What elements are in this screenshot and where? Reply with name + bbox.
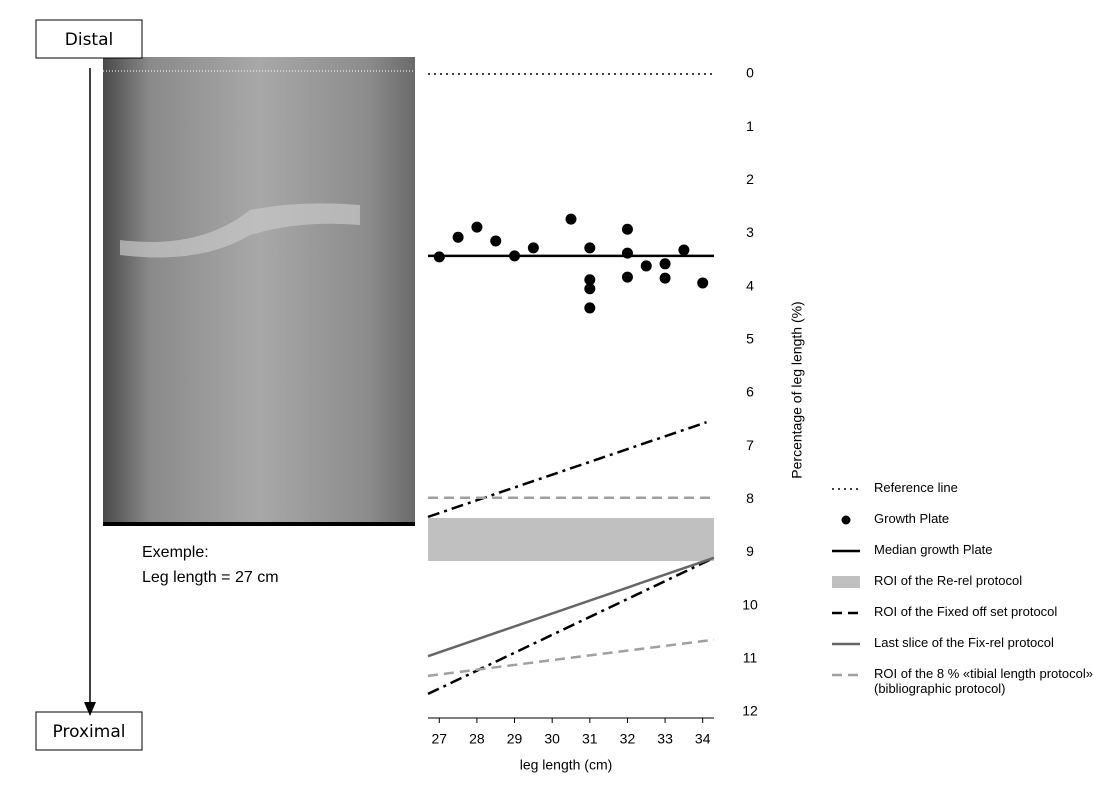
y-tick-label: 8: [746, 490, 754, 506]
proximal-label: Proximal: [53, 722, 126, 742]
growth-plate-point: [622, 248, 633, 259]
example-title: Exemple:: [142, 544, 209, 561]
y-tick-label: 1: [746, 118, 754, 134]
x-tick-label: 28: [469, 731, 485, 747]
legend-item: Growth Plate: [828, 511, 1112, 542]
y-tick-label: 12: [742, 703, 758, 719]
legend-swatch: [828, 482, 864, 496]
x-ray-image: [103, 57, 415, 526]
y-tick-label: 5: [746, 331, 754, 347]
legend-label: ROI of the Re-rel protocol: [874, 573, 1022, 588]
growth-plate-point: [678, 244, 689, 255]
legend-item: ROI of the 8 % «tibial length protocol» …: [828, 666, 1112, 697]
legend-marker: [842, 516, 851, 525]
growth-plate-point: [660, 273, 671, 284]
growth-plate-point: [641, 260, 652, 271]
x-tick-label: 29: [507, 731, 523, 747]
series-line: [428, 558, 714, 656]
x-tick-label: 33: [657, 731, 673, 747]
example-text: Leg length = 27 cm: [142, 569, 279, 586]
growth-plate-point: [584, 242, 595, 253]
legend-label: ROI of the 8 % «tibial length protocol» …: [874, 666, 1112, 696]
growth-plate-point: [660, 258, 671, 269]
x-tick-label: 27: [432, 731, 448, 747]
growth-plate-point: [490, 235, 501, 246]
legend-swatch: [828, 544, 864, 558]
y-tick-label: 7: [746, 437, 754, 453]
growth-plate-point: [622, 224, 633, 235]
page: Distal Proximal Exemple: Leg length = 27…: [0, 0, 1112, 795]
legend-item: ROI of the Re-rel protocol: [828, 573, 1112, 604]
legend-label: Reference line: [874, 480, 958, 495]
growth-plate-point: [528, 242, 539, 253]
growth-plate-point: [697, 277, 708, 288]
legend-item: Reference line: [828, 480, 1112, 511]
legend-swatch: [828, 668, 864, 682]
growth-plate-point: [622, 272, 633, 283]
y-tick-label: 4: [746, 277, 754, 293]
legend-swatch: [828, 575, 864, 589]
x-axis-label: leg length (cm): [520, 757, 613, 773]
roi-band: [428, 518, 714, 561]
y-tick-label: 0: [746, 65, 754, 81]
y-tick-label: 6: [746, 384, 754, 400]
x-tick-label: 31: [582, 731, 598, 747]
growth-plate-point: [509, 250, 520, 261]
legend-item: ROI of the Fixed off set protocol: [828, 604, 1112, 635]
legend-label: ROI of the Fixed off set protocol: [874, 604, 1057, 619]
growth-plate-point: [584, 283, 595, 294]
growth-plate-point: [471, 222, 482, 233]
legend-label: Median growth Plate: [874, 542, 993, 557]
legend-label: Growth Plate: [874, 511, 949, 526]
legend-swatch: [828, 637, 864, 651]
legend-item: Median growth Plate: [828, 542, 1112, 573]
legend-label: Last slice of the Fix-rel protocol: [874, 635, 1054, 650]
x-tick-label: 30: [544, 731, 560, 747]
y-tick-label: 10: [742, 596, 758, 612]
distal-label: Distal: [65, 30, 113, 50]
y-tick-label: 11: [743, 650, 758, 666]
legend: Reference line Growth Plate Median growth …: [828, 480, 1112, 697]
growth-plate-point: [566, 214, 577, 225]
legend-swatch: [828, 513, 864, 527]
legend-item: Last slice of the Fix-rel protocol: [828, 635, 1112, 666]
growth-plate-point: [434, 251, 445, 262]
y-tick-label: 3: [746, 224, 754, 240]
x-tick-label: 34: [695, 731, 711, 747]
y-tick-label: 9: [746, 543, 754, 559]
legend-marker: [832, 576, 860, 588]
x-tick-label: 32: [620, 731, 636, 747]
legend-swatch: [828, 606, 864, 620]
y-axis-label: Percentage of leg length (%): [789, 301, 805, 478]
growth-plate-point: [453, 232, 464, 243]
growth-plate-point: [584, 302, 595, 313]
y-tick-label: 2: [746, 171, 754, 187]
